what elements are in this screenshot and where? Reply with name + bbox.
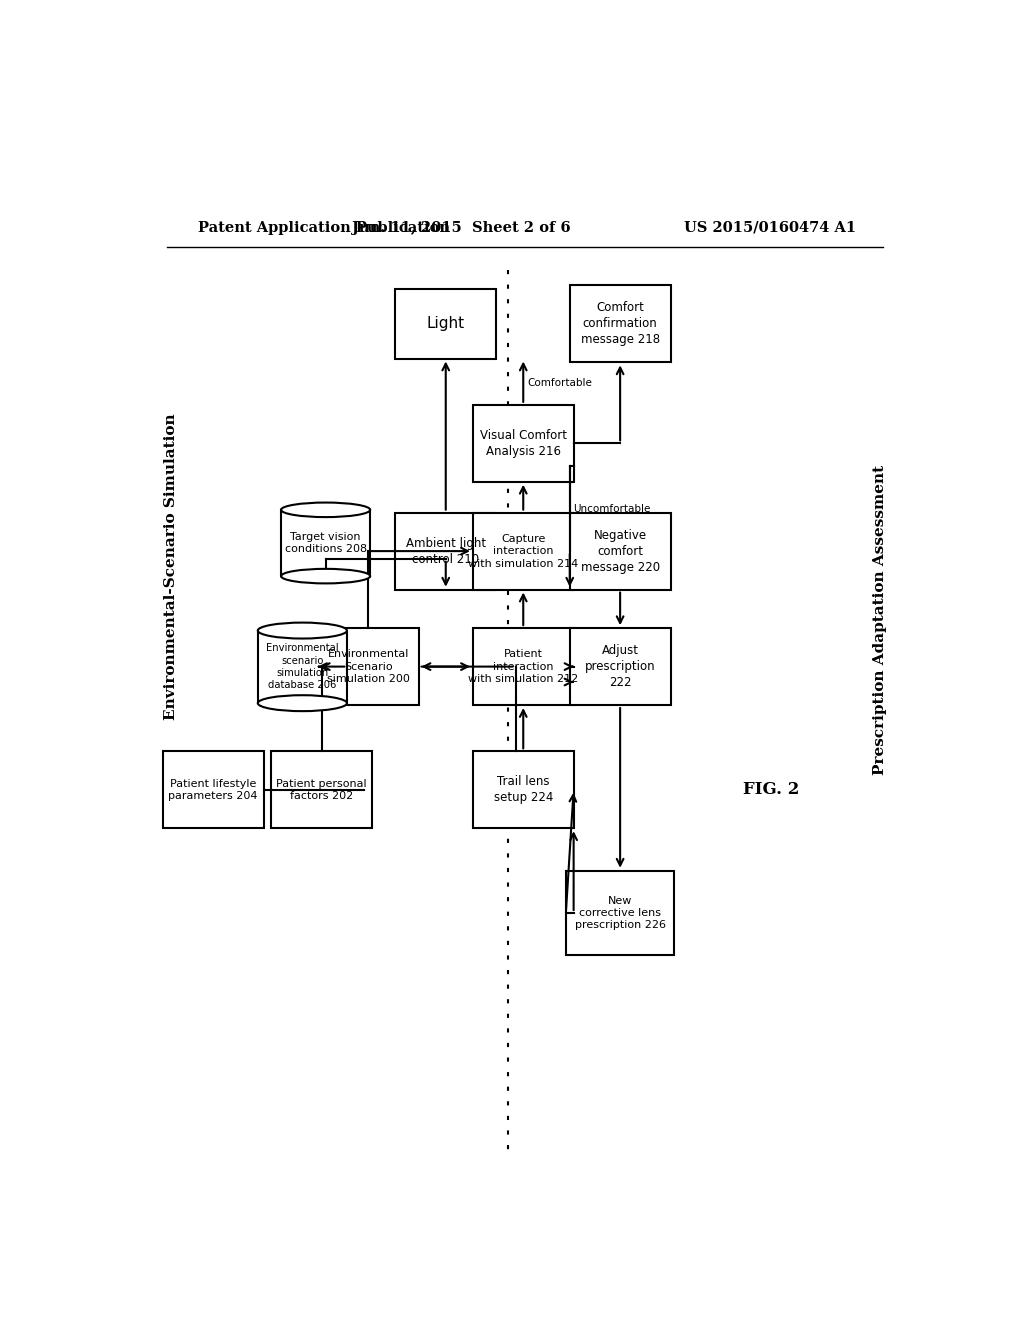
Text: FIG. 2: FIG. 2 (743, 781, 800, 799)
Text: Prescription Adaptation Assessment: Prescription Adaptation Assessment (872, 466, 887, 775)
Text: Negative
comfort
message 220: Negative comfort message 220 (581, 528, 659, 574)
Bar (281, 510, 371, 576)
Bar (569, 285, 671, 363)
Text: Environmental-Scenario Simulation: Environmental-Scenario Simulation (164, 413, 177, 719)
Bar (569, 512, 671, 590)
Bar (258, 631, 347, 704)
Bar (163, 751, 263, 829)
Ellipse shape (258, 696, 347, 711)
Text: US 2015/0160474 A1: US 2015/0160474 A1 (684, 220, 856, 235)
Text: Patient
interaction
with simulation 212: Patient interaction with simulation 212 (468, 649, 579, 684)
Bar (473, 751, 573, 829)
Text: Comfort
confirmation
message 218: Comfort confirmation message 218 (581, 301, 659, 346)
Text: Trail lens
setup 224: Trail lens setup 224 (494, 775, 553, 804)
Bar (395, 289, 496, 359)
Bar (566, 871, 675, 956)
Ellipse shape (281, 503, 371, 517)
Ellipse shape (258, 623, 347, 639)
Bar (473, 405, 573, 482)
Text: Ambient light
control 210: Ambient light control 210 (406, 537, 485, 565)
Text: Uncomfortable: Uncomfortable (573, 504, 651, 513)
Bar (395, 512, 496, 590)
Text: Patient lifestyle
parameters 204: Patient lifestyle parameters 204 (169, 779, 258, 801)
Text: New
corrective lens
prescription 226: New corrective lens prescription 226 (574, 895, 666, 931)
Ellipse shape (281, 569, 371, 583)
Text: Patient personal
factors 202: Patient personal factors 202 (276, 779, 367, 801)
Text: Environmental
Scenario
simulation 200: Environmental Scenario simulation 200 (327, 649, 410, 684)
Text: Target vision
conditions 208: Target vision conditions 208 (285, 532, 367, 554)
Text: Environmental
scenario
simulation
database 206: Environmental scenario simulation databa… (266, 643, 339, 690)
Bar (473, 512, 573, 590)
Text: Comfortable: Comfortable (527, 379, 592, 388)
Text: Adjust
prescription
222: Adjust prescription 222 (585, 644, 655, 689)
Bar (473, 628, 573, 705)
Text: Patent Application Publication: Patent Application Publication (198, 220, 450, 235)
Text: Light: Light (427, 317, 465, 331)
Bar (569, 628, 671, 705)
Bar (271, 751, 372, 829)
Text: Capture
interaction
with simulation 214: Capture interaction with simulation 214 (468, 533, 579, 569)
Text: Visual Comfort
Analysis 216: Visual Comfort Analysis 216 (480, 429, 566, 458)
Text: Jun. 11, 2015  Sheet 2 of 6: Jun. 11, 2015 Sheet 2 of 6 (352, 220, 570, 235)
Bar (317, 628, 419, 705)
